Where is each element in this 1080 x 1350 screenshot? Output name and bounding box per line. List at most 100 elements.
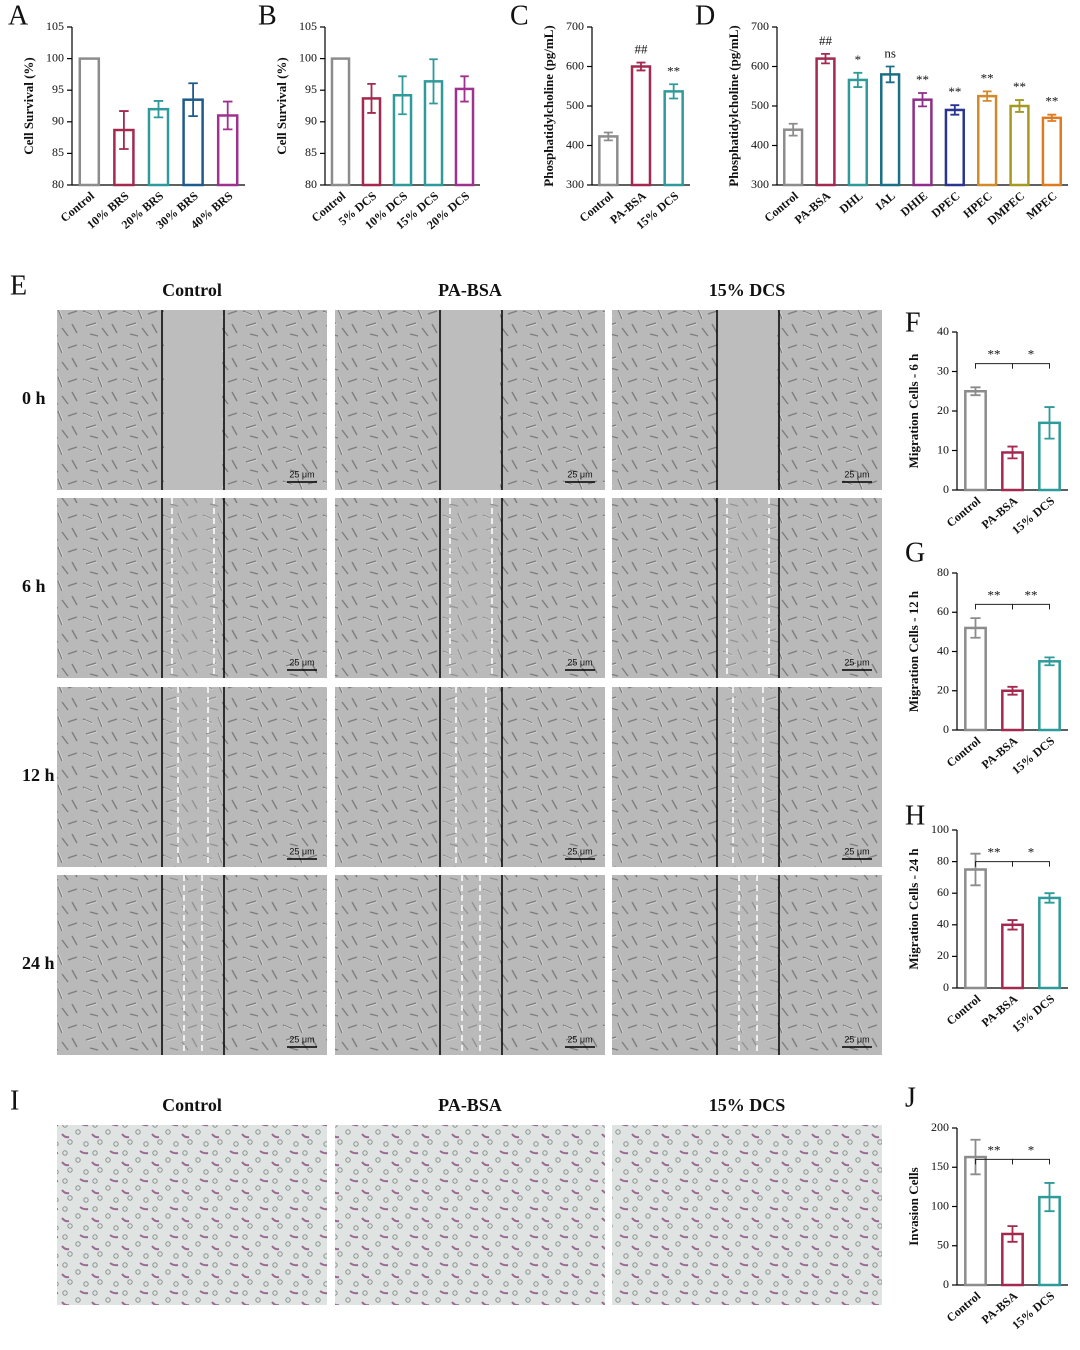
y-tick-label: 700	[751, 19, 769, 33]
error-bar	[429, 58, 438, 105]
wound-gap	[719, 310, 777, 490]
bar	[1009, 104, 1030, 187]
error-bar	[1015, 99, 1024, 113]
scale-bar-label: 25 μm	[567, 469, 592, 479]
wound-gap	[442, 687, 500, 867]
bar	[964, 1155, 987, 1287]
row-label: 0 h	[22, 388, 46, 408]
error-bar	[918, 92, 927, 108]
significance-label: **	[988, 347, 1001, 362]
panel-letter: C	[510, 0, 529, 31]
bar	[1001, 689, 1024, 732]
y-tick-label: 400	[751, 137, 769, 151]
error-bar	[950, 104, 960, 116]
bar	[1001, 923, 1024, 990]
bar	[880, 73, 901, 187]
y-tick-label: 0	[943, 1277, 949, 1291]
y-tick-label: 105	[46, 19, 64, 33]
y-axis-label: Cell Survival (%)	[274, 57, 289, 155]
y-tick-label: 300	[751, 177, 769, 191]
bar	[964, 390, 987, 492]
y-axis-label: Migration Cells - 6 h	[906, 353, 921, 469]
y-tick-label: 90	[305, 114, 317, 128]
significance-bracket	[975, 363, 1013, 369]
wound-gap	[164, 310, 222, 490]
y-tick-label: 105	[299, 19, 317, 33]
error-bar	[970, 386, 981, 397]
error-bar	[1007, 1225, 1018, 1243]
panel-letter: B	[258, 0, 277, 31]
scale-bar-label: 25 μm	[567, 846, 592, 856]
error-bar	[603, 131, 613, 142]
significance-label: **	[981, 70, 994, 85]
y-tick-label: 40	[937, 643, 949, 657]
error-bar	[970, 1138, 981, 1176]
y-tick-label: 600	[751, 58, 769, 72]
y-tick-label: 0	[943, 482, 949, 496]
y-axis-label: Cell Survival (%)	[21, 57, 36, 155]
significance-bracket	[1012, 1158, 1050, 1165]
y-tick-label: 95	[52, 82, 64, 96]
micrograph	[612, 875, 882, 1055]
bar	[147, 107, 170, 187]
wound-gap	[442, 875, 500, 1055]
panel-letter: F	[905, 307, 921, 338]
panel-letter: D	[695, 0, 715, 31]
x-tick-label: DPEC	[929, 189, 963, 221]
micrograph	[612, 1125, 882, 1305]
y-tick-label: 80	[52, 177, 64, 191]
error-bar	[1047, 113, 1057, 122]
error-bar	[1007, 685, 1018, 696]
y-tick-label: 200	[931, 1120, 949, 1134]
wound-gap	[164, 875, 222, 1055]
error-bar	[636, 61, 646, 72]
bar	[815, 57, 836, 187]
wound-gap	[164, 498, 222, 678]
significance-bracket	[975, 603, 1013, 610]
bar	[783, 128, 804, 187]
row-label: 24 h	[22, 953, 55, 973]
y-axis-label: Migration Cells - 24 h	[906, 848, 921, 970]
significance-label: *	[855, 52, 862, 67]
error-bar	[821, 52, 830, 65]
scale-bar-label: 25 μm	[844, 1034, 869, 1044]
error-bar	[788, 122, 798, 137]
error-bar	[853, 71, 863, 88]
y-tick-label: 60	[937, 885, 949, 899]
micrograph	[57, 875, 327, 1055]
error-bar	[1044, 1182, 1055, 1213]
bar	[977, 94, 998, 187]
significance-bracket	[1012, 861, 1050, 867]
micrograph	[335, 498, 605, 678]
y-tick-label: 100	[299, 50, 317, 64]
error-bar	[1044, 406, 1055, 440]
significance-label: **	[988, 845, 1001, 860]
panel-letter: G	[905, 537, 925, 568]
error-bar	[1044, 656, 1055, 667]
panel-letter: J	[905, 1082, 916, 1113]
y-tick-label: 80	[937, 853, 949, 867]
error-bar	[1007, 919, 1018, 931]
bar	[944, 108, 965, 187]
x-tick-label: DHIE	[898, 189, 931, 219]
error-bar	[398, 75, 407, 116]
significance-label: *	[1028, 1142, 1035, 1157]
x-tick-label: Control	[944, 1288, 984, 1325]
significance-bracket	[1012, 603, 1050, 610]
significance-label: **	[1025, 587, 1038, 602]
column-header: 15% DCS	[709, 280, 786, 300]
y-tick-label: 100	[931, 822, 949, 836]
error-bar	[222, 100, 233, 131]
y-tick-label: 40	[937, 917, 949, 931]
significance-label: **	[988, 587, 1001, 602]
row-label: 12 h	[22, 765, 55, 785]
significance-label: **	[948, 84, 961, 99]
scale-bar-label: 25 μm	[289, 657, 314, 667]
bar	[78, 57, 101, 187]
y-tick-label: 400	[566, 137, 584, 151]
y-tick-label: 80	[305, 177, 317, 191]
significance-label: *	[1028, 347, 1035, 362]
error-bar	[460, 75, 469, 103]
y-axis-label: Phosphatidylcholine (pg/mL)	[541, 25, 556, 186]
